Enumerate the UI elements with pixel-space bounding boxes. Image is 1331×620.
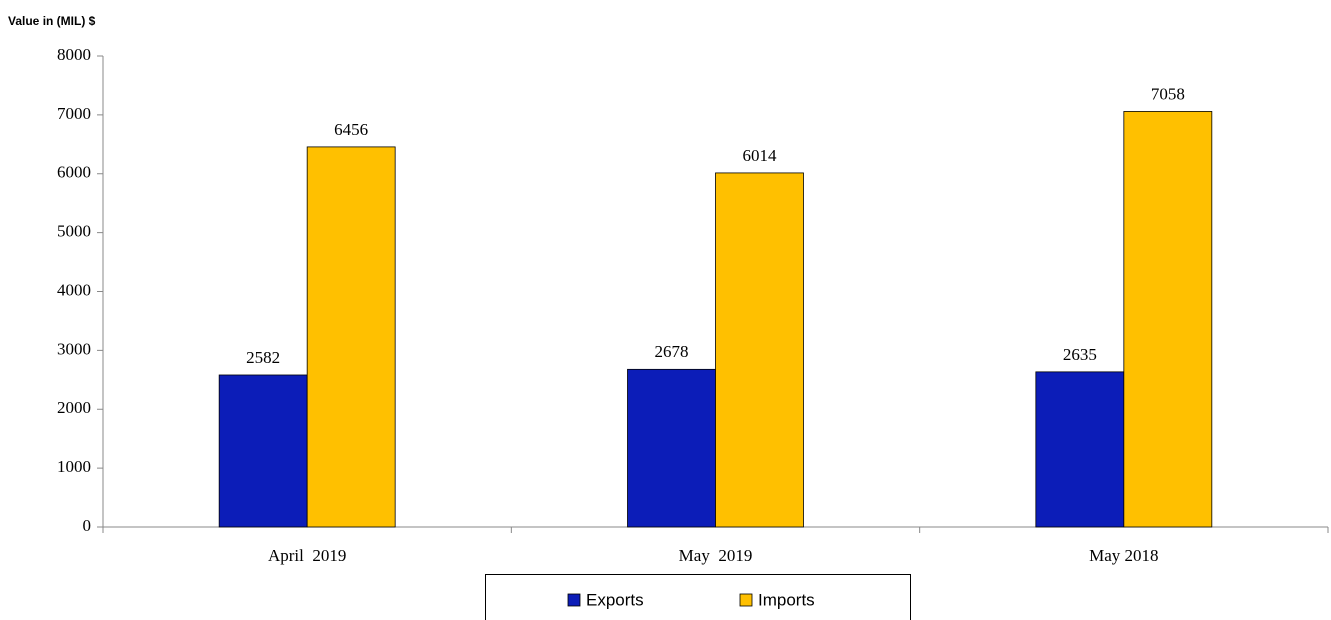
x-tick-label: April 2019: [268, 546, 346, 565]
legend-swatch: [739, 593, 753, 607]
legend-box: [485, 574, 911, 620]
y-tick-label: 8000: [57, 45, 91, 64]
y-tick-label: 6000: [57, 163, 91, 182]
bar: [1035, 371, 1125, 528]
bar: [715, 172, 804, 528]
value-label: 2582: [246, 348, 280, 367]
legend-label: Exports: [586, 590, 644, 609]
value-label: 2678: [655, 342, 689, 361]
bar: [1123, 111, 1213, 528]
y-axis-label: Value in (MIL) $: [8, 14, 96, 28]
x-tick-label: May 2019: [679, 546, 753, 565]
y-tick-label: 3000: [57, 339, 91, 358]
y-tick-label: 2000: [57, 398, 91, 417]
y-tick-label: 4000: [57, 280, 91, 299]
value-label: 6014: [743, 146, 778, 165]
y-tick-label: 7000: [57, 104, 91, 123]
value-label: 6456: [334, 120, 368, 139]
y-tick-label: 0: [83, 516, 92, 535]
bar: [218, 374, 308, 528]
bar: [627, 368, 716, 528]
y-tick-label: 5000: [57, 222, 91, 241]
value-label: 7058: [1151, 84, 1185, 103]
value-label: 2635: [1063, 345, 1097, 364]
legend-swatch: [567, 593, 581, 607]
x-tick-label: May 2018: [1089, 546, 1158, 565]
bar: [306, 146, 396, 528]
y-tick-label: 1000: [57, 457, 91, 476]
legend-label: Imports: [758, 590, 815, 609]
